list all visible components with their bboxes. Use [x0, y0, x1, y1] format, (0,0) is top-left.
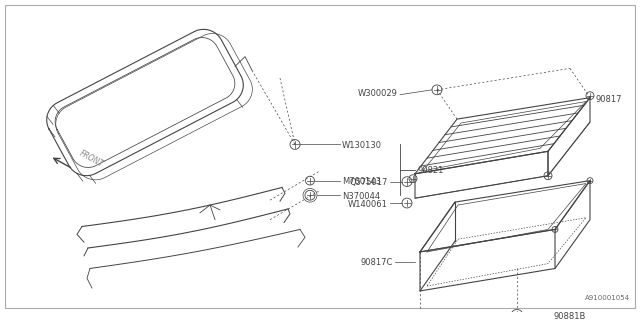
Text: M700143: M700143 [342, 177, 381, 186]
Text: N370044: N370044 [342, 192, 380, 201]
Text: 90821: 90821 [418, 166, 444, 175]
Text: FRONT: FRONT [78, 149, 105, 169]
Text: 90881B: 90881B [554, 312, 586, 320]
Text: 90817: 90817 [595, 95, 621, 104]
Text: 90817C: 90817C [360, 258, 393, 267]
Text: W300029: W300029 [358, 89, 398, 98]
Text: W140061: W140061 [348, 200, 388, 209]
Text: Q575017: Q575017 [349, 178, 388, 187]
Text: W130130: W130130 [342, 141, 382, 150]
Text: A910001054: A910001054 [585, 295, 630, 301]
